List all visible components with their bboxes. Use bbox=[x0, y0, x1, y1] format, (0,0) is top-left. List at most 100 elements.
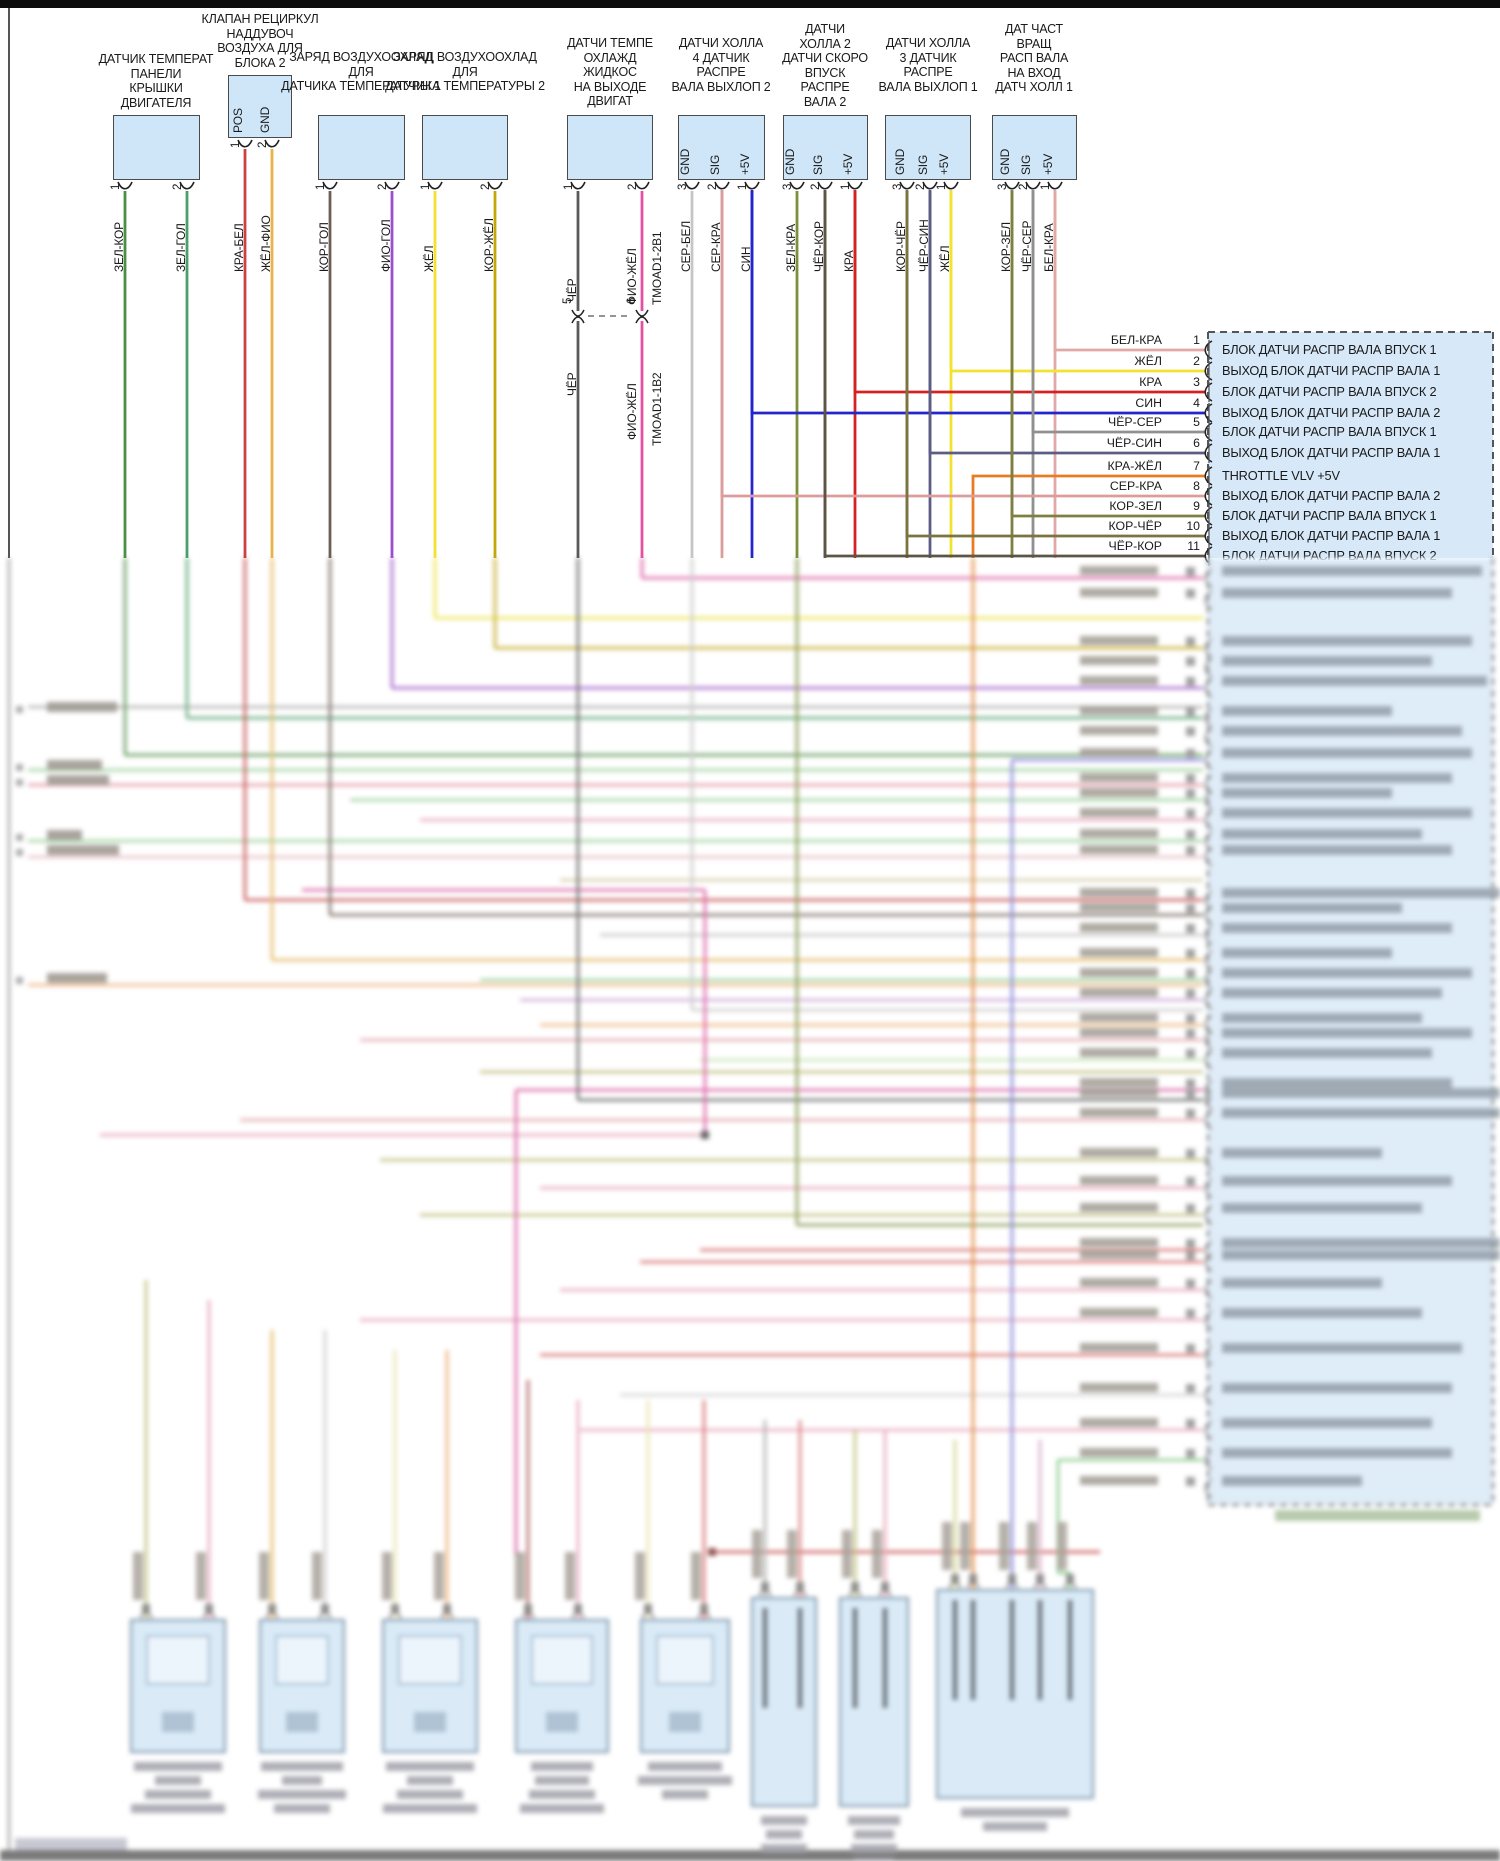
ecu-pin-arc-blur bbox=[1204, 1310, 1213, 1330]
page-bottom-border bbox=[0, 1850, 1500, 1861]
ecu-row-wire-color: КРА bbox=[1139, 375, 1162, 389]
wire-СЕР-КРА bbox=[720, 190, 1205, 498]
ecu-row-number-illegible bbox=[1186, 749, 1195, 758]
pin-wire-label: КРА-БЕЛ bbox=[232, 223, 246, 272]
pin-socket-arc bbox=[322, 181, 338, 190]
bottom-connector-caption-illegible bbox=[155, 1776, 201, 1785]
bottom-wire-label-illegible bbox=[1027, 1522, 1037, 1570]
pin-socket-arc bbox=[179, 181, 195, 190]
ecu-row-label-illegible bbox=[1222, 1088, 1500, 1098]
ecu-row-number-illegible bbox=[1186, 774, 1195, 783]
ecu-row-wire-illegible bbox=[1080, 1476, 1158, 1485]
ecu-row-wire-color: КОР-ЧЁР bbox=[1108, 519, 1163, 533]
ecu-row-label-illegible bbox=[1222, 829, 1422, 839]
ecu-row-label-illegible bbox=[1222, 566, 1482, 576]
ecu-row-label-illegible bbox=[1222, 1048, 1432, 1058]
ecu-row-label-illegible bbox=[1222, 1278, 1382, 1288]
ecu-row-label-illegible bbox=[1222, 988, 1442, 998]
ecu-row-label: ВЫХОД БЛОК ДАТЧИ РАСПР ВАЛА 1 bbox=[1222, 528, 1441, 543]
bottom-wire-label-illegible bbox=[434, 1552, 444, 1600]
ecu-row-label-illegible bbox=[1222, 1108, 1500, 1118]
ecu-row-number-illegible bbox=[1186, 589, 1195, 598]
bottom-pin-number-illegible bbox=[205, 1604, 213, 1612]
bottom-pin-arc bbox=[139, 1611, 153, 1619]
bottom-wire-label-illegible bbox=[133, 1552, 143, 1600]
ecu-pin-arc-blur bbox=[1204, 810, 1213, 830]
pin-number: 2 bbox=[707, 183, 719, 190]
ecu-pin-arc-blur bbox=[1204, 590, 1213, 610]
ecu-row-wire-illegible bbox=[1080, 656, 1158, 665]
bottom-pin-number-illegible bbox=[881, 1582, 889, 1590]
ecu-row-wire-illegible bbox=[1080, 1108, 1158, 1117]
ecu-row-number-illegible bbox=[1186, 830, 1195, 839]
ecu-pin-arc-blur bbox=[1204, 1240, 1213, 1260]
pin-socket-arc bbox=[899, 181, 915, 190]
ecu-row-number-illegible bbox=[1186, 1384, 1195, 1393]
bottom-wire-label-illegible bbox=[515, 1552, 525, 1600]
ecu-row-wire-illegible bbox=[1080, 748, 1158, 757]
ecu-pin-arc-blur bbox=[1204, 1178, 1213, 1198]
ecu-row-label-illegible bbox=[1222, 706, 1392, 716]
bottom-wire-label-illegible bbox=[312, 1552, 322, 1600]
ecu-pin-arc bbox=[1204, 361, 1213, 381]
pin-number: 3 bbox=[677, 183, 689, 190]
pin-wire-label: СЕР-БЕЛ bbox=[679, 220, 693, 272]
inline-wire-label: TMOAD1-2B1 bbox=[650, 231, 664, 305]
bottom-connector-caption-illegible bbox=[761, 1844, 807, 1853]
ecu-row-wire-illegible bbox=[1080, 1028, 1158, 1037]
ecu-pin-arc-blur bbox=[1204, 950, 1213, 970]
bottom-pin-arc bbox=[697, 1611, 711, 1619]
ecu-row-pin-number: 9 bbox=[1193, 499, 1200, 513]
pin-wire-label: ЧЁР-СИН bbox=[917, 219, 931, 272]
ecu-row-wire-color: КОР-ЗЕЛ bbox=[1109, 499, 1162, 513]
bottom-connector-caption-illegible bbox=[282, 1776, 322, 1785]
bottom-connector-tab bbox=[286, 1712, 318, 1732]
inline-wire-label: TMOAD1-1B2 bbox=[650, 372, 664, 446]
bottom-pin-arc bbox=[265, 1611, 279, 1619]
bottom-connector-caption-illegible bbox=[535, 1776, 589, 1785]
pin-socket-arc bbox=[817, 181, 833, 190]
ecu-row-label-illegible bbox=[1222, 903, 1402, 913]
ecu-row-label-illegible bbox=[1222, 888, 1500, 898]
ecu-row-wire-illegible bbox=[1080, 1250, 1158, 1259]
bottom-pin-number-illegible bbox=[969, 1574, 977, 1582]
bottom-pin-number-illegible bbox=[1036, 1574, 1044, 1582]
ecu-row-number-illegible bbox=[1186, 1449, 1195, 1458]
connector-title-hall-sensor-4-exhaust-cam-2: ДАТЧИ ХОЛЛА 4 ДАТЧИК РАСПРЕ ВАЛА ВЫХЛОП … bbox=[671, 36, 771, 94]
left-stub-label-illegible bbox=[47, 973, 107, 983]
bottom-pin-arc bbox=[948, 1581, 962, 1589]
pin-number: 1 bbox=[563, 183, 575, 190]
bottom-pin-arc bbox=[1033, 1581, 1047, 1589]
bottom-pin-arc bbox=[641, 1611, 655, 1619]
ecu-pin-arc-blur bbox=[1204, 1030, 1213, 1050]
left-stub-pin-illegible bbox=[16, 706, 23, 713]
ecu-row-label-illegible bbox=[1222, 636, 1472, 646]
bottom-connector-caption-illegible bbox=[131, 1804, 225, 1813]
bottom-pin-number-illegible bbox=[951, 1574, 959, 1582]
pin-number: 2 bbox=[172, 183, 184, 190]
bottom-wire-label-illegible bbox=[872, 1530, 882, 1578]
wire-КРА bbox=[853, 190, 1205, 394]
bottom-pin-number-illegible bbox=[268, 1604, 276, 1612]
inline-wire-label: ФИО-ЖЁЛ bbox=[625, 248, 639, 305]
pin-number: 2 bbox=[1018, 183, 1030, 190]
ecu-pin-arc-blur bbox=[1204, 658, 1213, 678]
bottom-pin-arc bbox=[388, 1611, 402, 1619]
bottom-pin-arc bbox=[571, 1611, 585, 1619]
ecu-row-number-illegible bbox=[1186, 567, 1195, 576]
ecu-pin-arc bbox=[1204, 340, 1213, 360]
ecu-row-number-illegible bbox=[1186, 1109, 1195, 1118]
bottom-pin-number-illegible bbox=[443, 1604, 451, 1612]
ecu-row-label-illegible bbox=[1222, 1308, 1422, 1318]
ecu-row-label-illegible bbox=[1222, 1028, 1472, 1038]
blurred-wiring-layer bbox=[0, 558, 1500, 1861]
pin-socket-arc bbox=[264, 139, 280, 148]
ecu-row-wire-illegible bbox=[1080, 845, 1158, 854]
ecu-row-wire-illegible bbox=[1080, 948, 1158, 957]
pin-socket-arc bbox=[117, 181, 133, 190]
ecu-row-number-illegible bbox=[1186, 809, 1195, 818]
left-stub-label-illegible bbox=[47, 845, 119, 855]
pin-wire-label: КОР-ЖЁЛ bbox=[482, 218, 496, 272]
pin-number: 3 bbox=[892, 183, 904, 190]
ecu-pin-arc bbox=[1204, 422, 1213, 442]
